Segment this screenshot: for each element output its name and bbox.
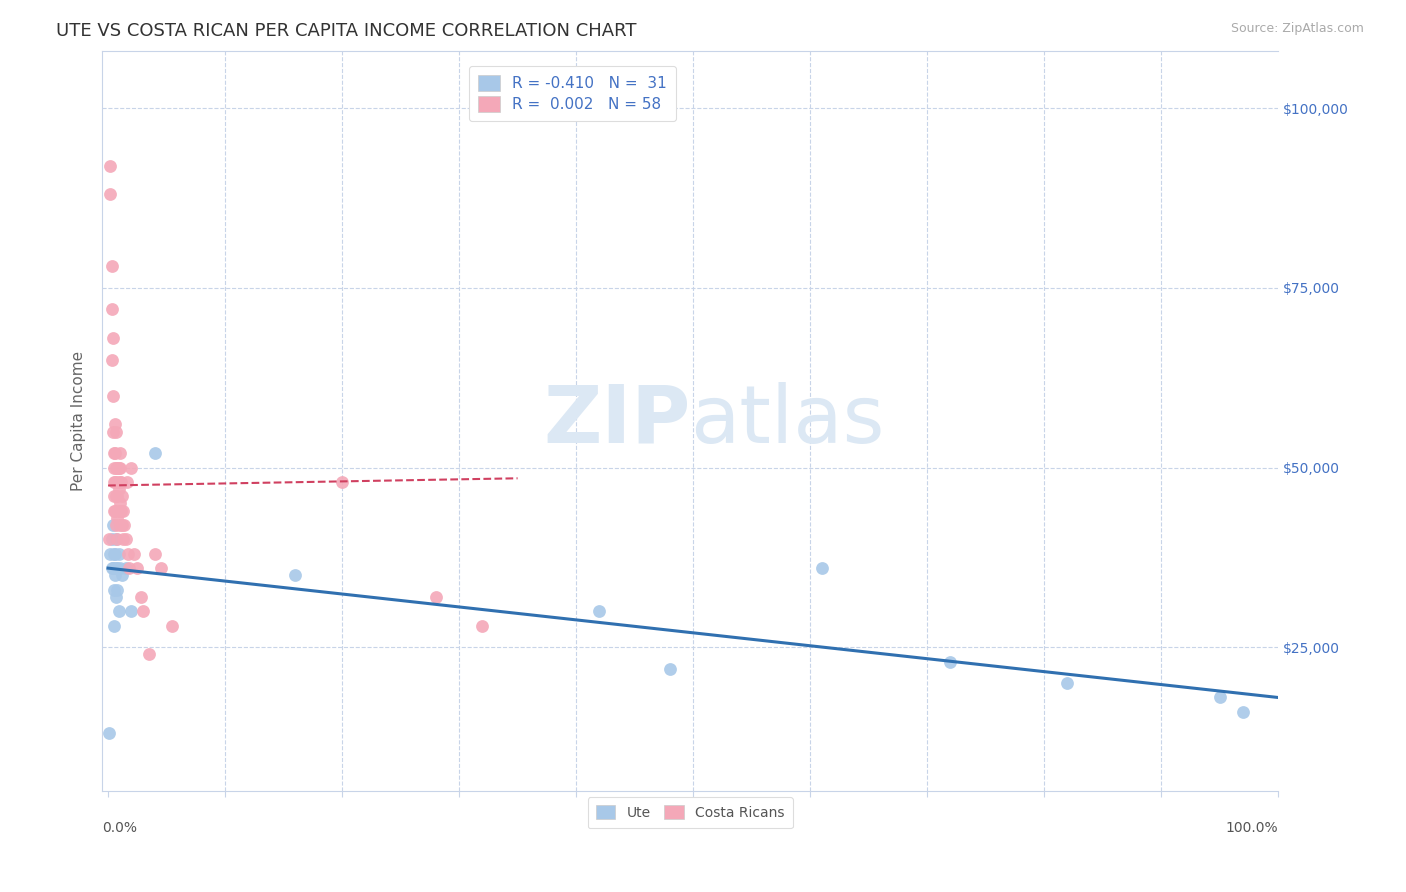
Point	[114, 561, 136, 575]
Point	[104, 503, 127, 517]
Point	[107, 511, 129, 525]
Point	[121, 460, 143, 475]
Point	[471, 618, 494, 632]
Point	[103, 547, 125, 561]
Point	[122, 547, 145, 561]
Point	[104, 547, 127, 561]
Point	[112, 503, 135, 517]
Point	[101, 425, 124, 439]
Text: 100.0%: 100.0%	[1226, 821, 1278, 835]
Point	[111, 518, 134, 533]
Point	[108, 475, 131, 489]
Point	[1056, 676, 1078, 690]
Point	[129, 590, 152, 604]
Point	[104, 475, 127, 489]
Point	[100, 533, 122, 547]
Y-axis label: Per Capita Income: Per Capita Income	[72, 351, 86, 491]
Point	[110, 503, 132, 517]
Point	[114, 518, 136, 533]
Point	[110, 475, 132, 489]
Point	[104, 568, 127, 582]
Point	[1232, 705, 1254, 719]
Point	[105, 518, 128, 533]
Point	[100, 352, 122, 367]
Point	[107, 482, 129, 496]
Point	[284, 568, 307, 582]
Point	[810, 561, 832, 575]
Point	[111, 568, 134, 582]
Point	[127, 561, 149, 575]
Point	[103, 489, 125, 503]
Point	[121, 604, 143, 618]
Point	[143, 547, 166, 561]
Point	[105, 460, 128, 475]
Text: ZIP: ZIP	[543, 382, 690, 459]
Point	[162, 618, 184, 632]
Point	[105, 590, 128, 604]
Point	[107, 547, 129, 561]
Point	[425, 590, 447, 604]
Point	[105, 489, 128, 503]
Point	[100, 547, 122, 561]
Point	[107, 489, 129, 503]
Point	[100, 302, 122, 317]
Point	[103, 460, 125, 475]
Point	[103, 475, 125, 489]
Point	[100, 561, 122, 575]
Legend: Ute, Costa Ricans: Ute, Costa Ricans	[588, 797, 793, 829]
Point	[104, 446, 127, 460]
Point	[107, 475, 129, 489]
Point	[658, 662, 681, 676]
Point	[100, 187, 122, 202]
Point	[107, 460, 129, 475]
Point	[132, 604, 155, 618]
Point	[103, 446, 125, 460]
Point	[588, 604, 610, 618]
Point	[105, 561, 128, 575]
Point	[143, 446, 166, 460]
Point	[108, 460, 131, 475]
Point	[98, 533, 121, 547]
Point	[104, 417, 127, 432]
Point	[101, 561, 124, 575]
Point	[115, 475, 138, 489]
Point	[105, 533, 128, 547]
Point	[118, 561, 141, 575]
Point	[103, 503, 125, 517]
Point	[105, 425, 128, 439]
Text: 0.0%: 0.0%	[103, 821, 138, 835]
Point	[107, 561, 129, 575]
Point	[103, 618, 125, 632]
Text: Source: ZipAtlas.com: Source: ZipAtlas.com	[1230, 22, 1364, 36]
Point	[98, 726, 121, 740]
Point	[100, 260, 122, 274]
Point	[330, 475, 353, 489]
Point	[108, 561, 131, 575]
Point	[114, 533, 136, 547]
Point	[117, 547, 139, 561]
Point	[111, 489, 134, 503]
Text: UTE VS COSTA RICAN PER CAPITA INCOME CORRELATION CHART: UTE VS COSTA RICAN PER CAPITA INCOME COR…	[56, 22, 637, 40]
Point	[103, 582, 125, 597]
Text: atlas: atlas	[690, 382, 884, 459]
Point	[107, 604, 129, 618]
Point	[108, 518, 131, 533]
Point	[108, 496, 131, 510]
Point	[107, 460, 129, 475]
Point	[107, 503, 129, 517]
Point	[107, 582, 129, 597]
Point	[149, 561, 172, 575]
Point	[108, 446, 131, 460]
Point	[112, 533, 135, 547]
Point	[101, 389, 124, 403]
Point	[138, 648, 160, 662]
Point	[101, 518, 124, 533]
Point	[100, 159, 122, 173]
Point	[1208, 690, 1230, 705]
Point	[101, 331, 124, 345]
Point	[107, 533, 129, 547]
Point	[939, 655, 962, 669]
